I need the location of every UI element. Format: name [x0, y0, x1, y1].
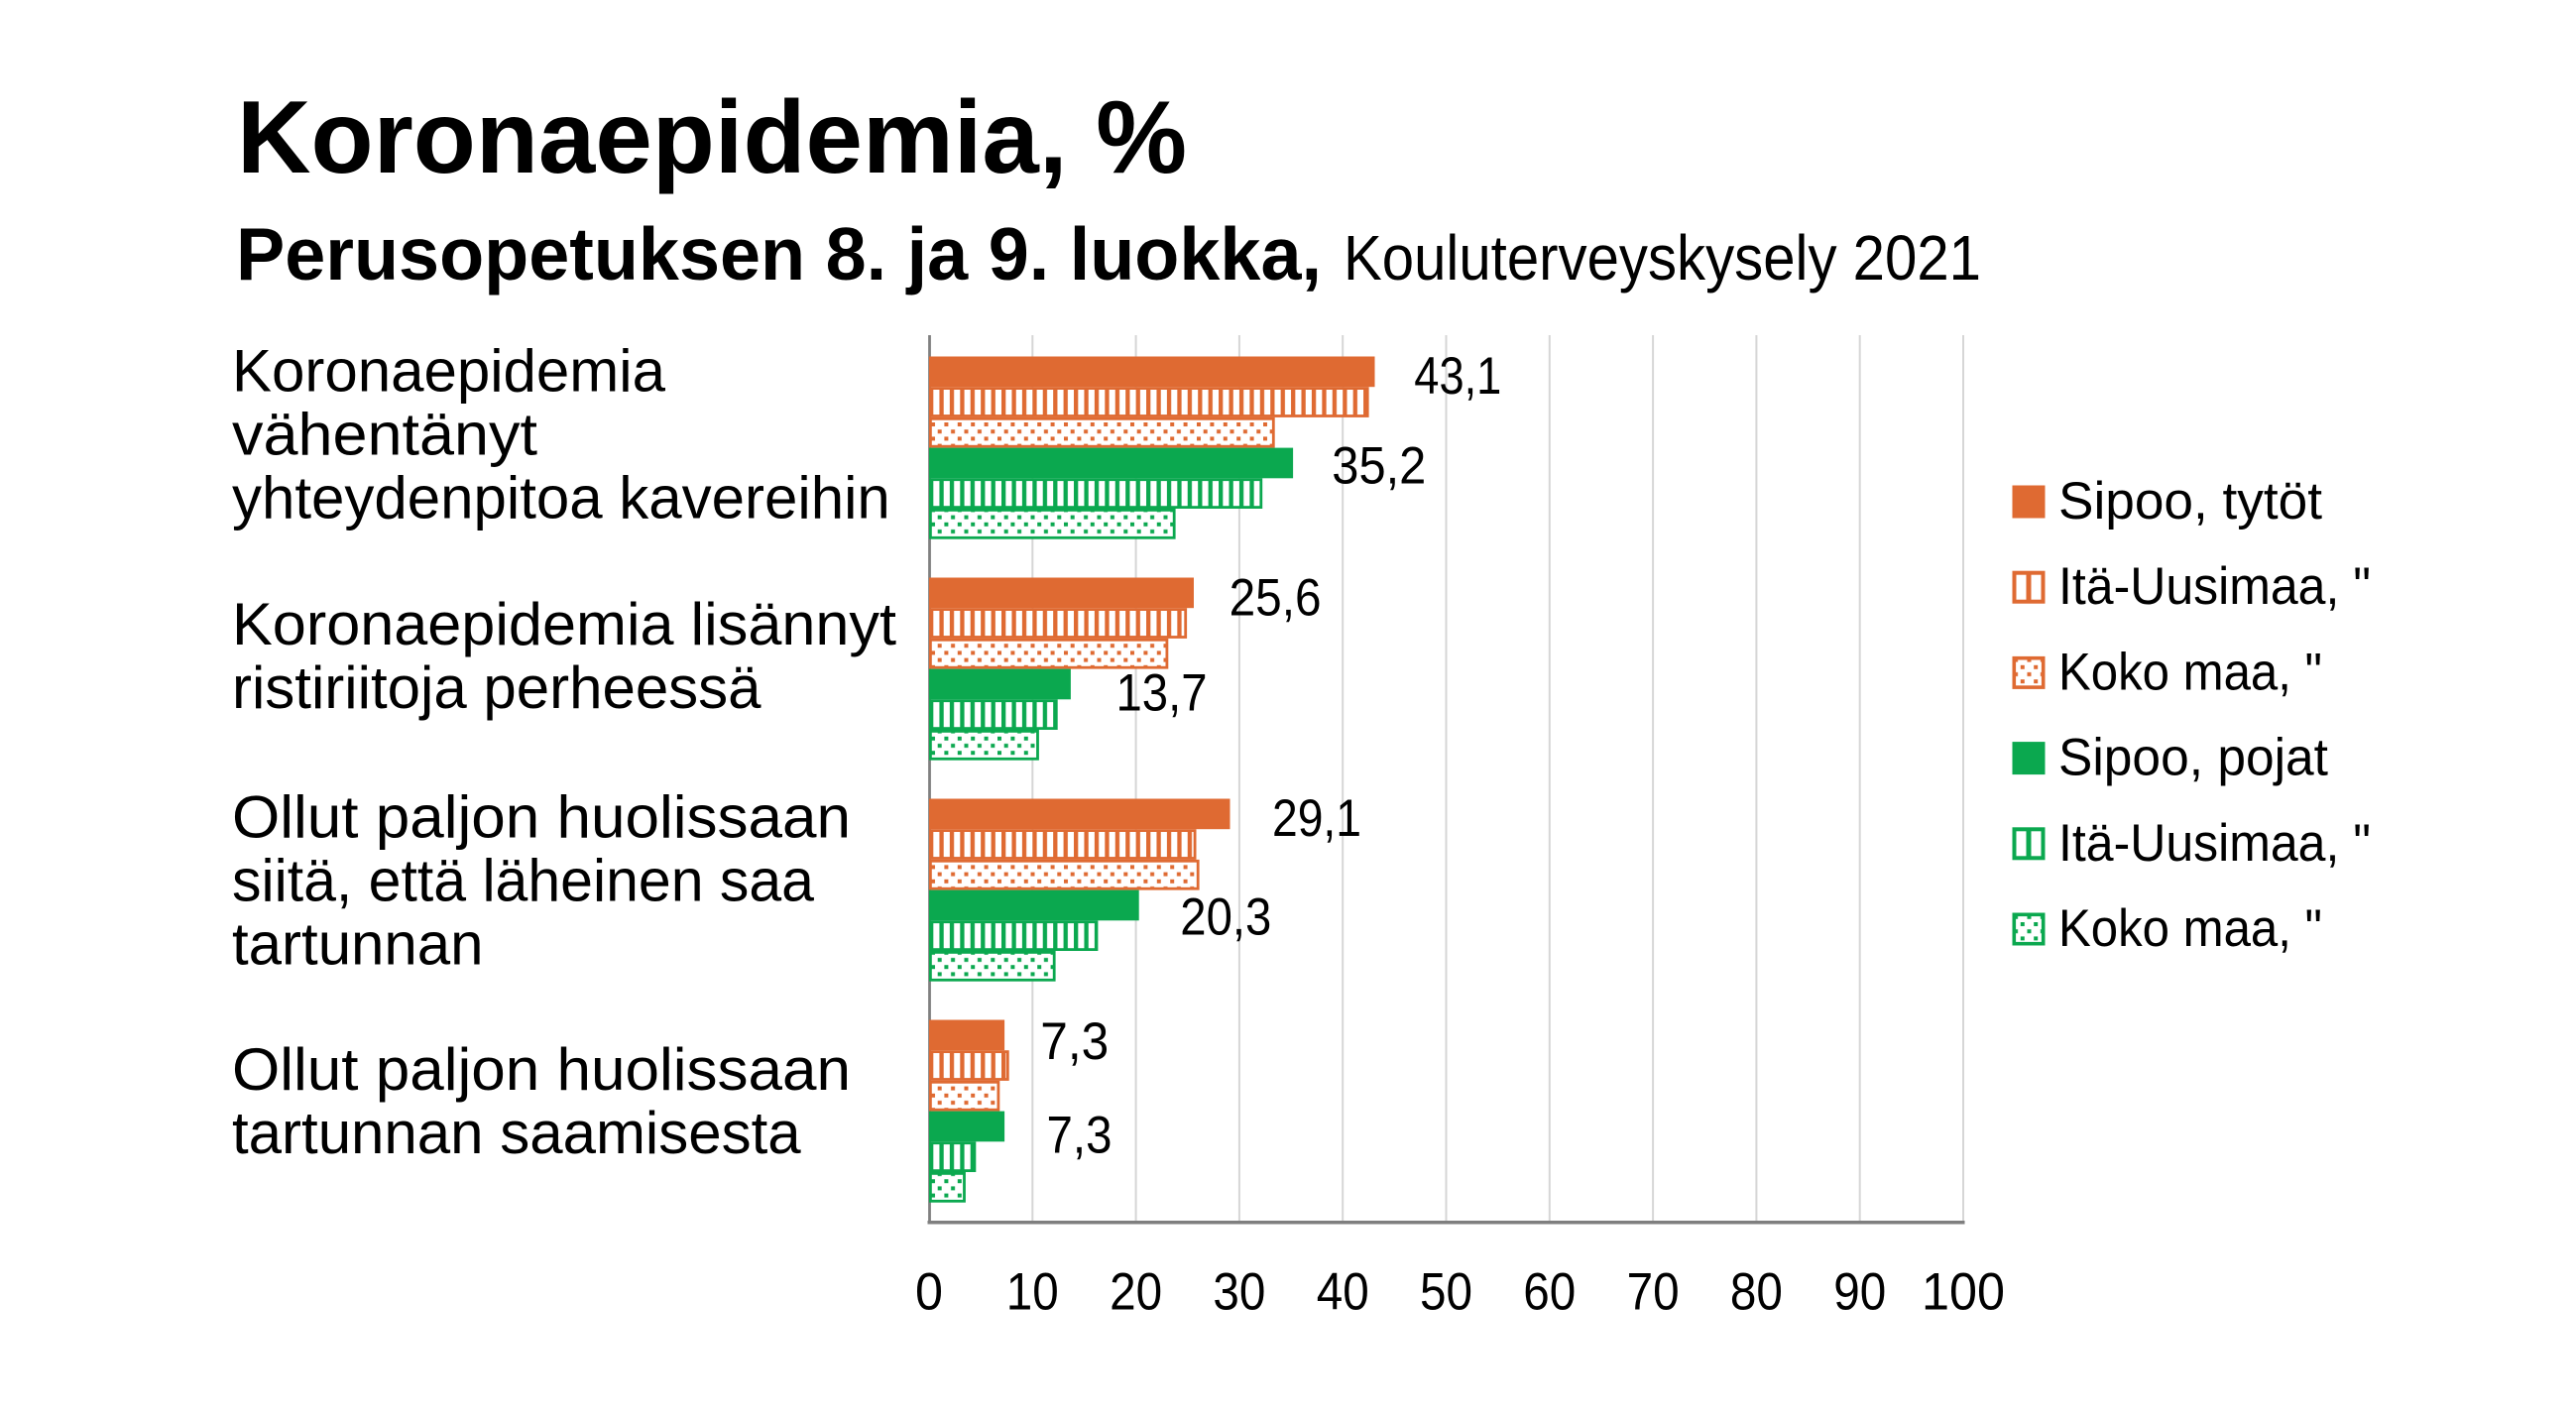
svg-text:Koronaepidemia lisännyt: Koronaepidemia lisännyt [232, 591, 896, 657]
svg-text:Itä-Uusimaa, ": Itä-Uusimaa, " [2058, 557, 2371, 616]
svg-text:Koko maa, ": Koko maa, " [2058, 643, 2322, 701]
svg-text:Ollut paljon huolissaan: Ollut paljon huolissaan [232, 1036, 851, 1103]
svg-text:Sipoo, pojat: Sipoo, pojat [2058, 729, 2328, 787]
svg-text:tartunnan saamisesta: tartunnan saamisesta [232, 1100, 801, 1166]
svg-text:Kouluterveyskysely 2021: Kouluterveyskysely 2021 [1344, 222, 1981, 294]
svg-text:ristiriitoja perheessä: ristiriitoja perheessä [232, 654, 761, 721]
svg-text:40: 40 [1317, 1263, 1369, 1322]
svg-text:20,3: 20,3 [1180, 887, 1271, 946]
svg-text:100: 100 [1922, 1263, 2005, 1322]
svg-text:50: 50 [1420, 1263, 1472, 1322]
svg-text:13,7: 13,7 [1116, 663, 1208, 722]
svg-text:Itä-Uusimaa, ": Itä-Uusimaa, " [2058, 814, 2371, 873]
svg-text:Perusopetuksen 8. ja 9. luokka: Perusopetuksen 8. ja 9. luokka, [236, 212, 1322, 295]
svg-text:10: 10 [1006, 1263, 1059, 1322]
svg-text:Sipoo, tytöt: Sipoo, tytöt [2058, 472, 2322, 531]
svg-text:30: 30 [1213, 1263, 1265, 1322]
svg-text:25,6: 25,6 [1229, 569, 1322, 628]
svg-text:7,3: 7,3 [1040, 1012, 1109, 1071]
svg-text:90: 90 [1833, 1263, 1886, 1322]
svg-text:yhteydenpitoa kavereihin: yhteydenpitoa kavereihin [232, 465, 890, 531]
svg-text:70: 70 [1627, 1263, 1680, 1322]
svg-text:29,1: 29,1 [1272, 789, 1361, 848]
svg-text:60: 60 [1523, 1263, 1576, 1322]
svg-text:Koronaepidemia, %: Koronaepidemia, % [237, 80, 1187, 195]
svg-text:0: 0 [915, 1263, 943, 1322]
svg-text:tartunnan: tartunnan [232, 910, 484, 977]
svg-text:Ollut paljon huolissaan: Ollut paljon huolissaan [232, 783, 851, 850]
svg-text:siitä, että läheinen saa: siitä, että läheinen saa [232, 847, 815, 913]
svg-text:80: 80 [1730, 1263, 1783, 1322]
svg-text:43,1: 43,1 [1414, 347, 1501, 406]
svg-text:20: 20 [1110, 1263, 1162, 1322]
svg-text:Koronaepidemia: Koronaepidemia [232, 337, 666, 404]
svg-text:vähentänyt: vähentänyt [232, 401, 537, 467]
svg-text:35,2: 35,2 [1332, 437, 1426, 496]
svg-text:Koko maa, ": Koko maa, " [2058, 899, 2322, 958]
svg-text:7,3: 7,3 [1047, 1107, 1112, 1165]
